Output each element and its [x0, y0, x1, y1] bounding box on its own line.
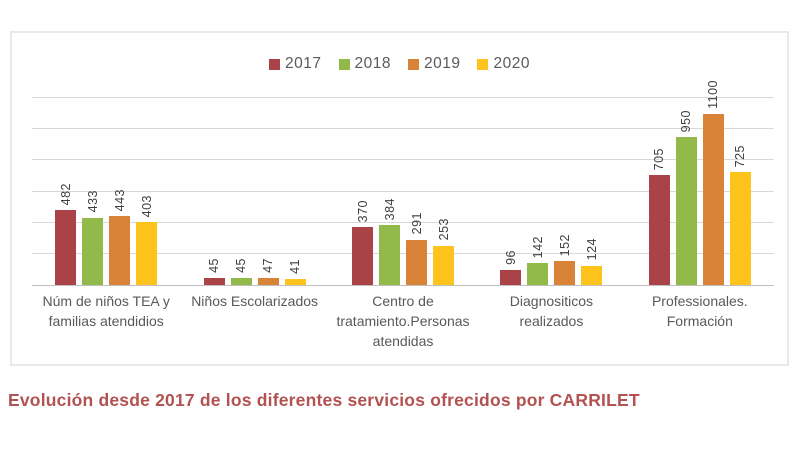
category-label-4: Diagnositicos realizados [509, 293, 594, 329]
bar-value-label: 433 [85, 190, 100, 213]
chart-frame: 2017 2018 2019 2020 482 45 370 96 705 433 45 384 14… [10, 31, 789, 366]
category-label-1: Núm de niños TEA y familias atendidios [42, 293, 170, 329]
category-label-2: Niños Escolarizados [191, 293, 319, 309]
bar-value-label: 45 [234, 258, 249, 273]
category-label-5: Professionales. Formación [651, 293, 748, 329]
bar-2018-cat2 [230, 278, 252, 285]
legend-swatch-icon [408, 58, 419, 70]
legend-label: 2020 [493, 55, 530, 72]
bar-2019-cat3 [406, 239, 427, 285]
bar-value-label: 370 [355, 199, 370, 223]
bar-2020-cat4 [581, 265, 603, 285]
bar-2020-cat5 [729, 172, 751, 285]
legend-swatch-icon [477, 58, 489, 70]
bar-2020-cat3 [433, 245, 454, 285]
bar-value-label: 41 [288, 258, 303, 274]
bar-2018-cat4 [527, 262, 549, 285]
gridline-600 [32, 190, 774, 192]
legend-label: 2019 [424, 55, 461, 72]
legend-swatch-icon [269, 58, 281, 70]
x-axis-line [32, 285, 774, 286]
plot-area: 482 45 370 96 705 433 45 384 142 950 443 47 291 152 11… [32, 80, 774, 286]
legend-item-2019: 2019 [408, 55, 460, 73]
legend-label: 2018 [354, 55, 391, 72]
bar-value-label: 705 [652, 147, 667, 171]
legend-item-2017: 2017 [269, 55, 321, 73]
bar-2018-cat1 [82, 217, 104, 285]
bar-2017-cat1 [55, 209, 77, 285]
legend-item-2020: 2020 [477, 55, 529, 73]
category-label-3: Centro de tratamiento.Personas atendidas [336, 293, 470, 349]
bar-value-label: 152 [557, 233, 572, 257]
bar-2020-cat2 [284, 278, 306, 285]
category-axis: Núm de niños TEA y familias atendidios Ni… [32, 292, 774, 352]
bar-value-label: 96 [503, 250, 518, 266]
bar-value-label: 142 [530, 235, 545, 258]
bar-value-label: 403 [139, 194, 154, 218]
bar-value-label: 725 [733, 144, 748, 168]
bar-value-label: 47 [261, 257, 276, 273]
bar-2019-cat5 [702, 113, 724, 285]
legend-label: 2017 [285, 55, 322, 72]
gridline-200 [32, 252, 774, 254]
bar-value-label: 253 [436, 218, 451, 241]
bar-2017-cat4 [500, 270, 522, 285]
bar-2020-cat1 [136, 222, 158, 285]
chart-title: Evolución desde 2017 de los diferentes s… [8, 390, 640, 410]
bar-value-label: 1100 [706, 79, 721, 109]
gridline-400 [32, 221, 774, 223]
bar-value-label: 124 [584, 238, 599, 261]
legend-item-2018: 2018 [338, 55, 391, 73]
bar-2017-cat5 [648, 175, 670, 285]
bar-2019-cat4 [554, 261, 576, 285]
legend-swatch-icon [338, 58, 350, 70]
bar-value-label: 950 [679, 109, 694, 132]
bar-2017-cat2 [203, 278, 225, 285]
bar-value-label: 291 [409, 212, 424, 235]
bar-2018-cat3 [379, 225, 400, 285]
gridline-800 [32, 159, 774, 161]
bar-value-label: 45 [207, 258, 222, 273]
legend: 2017 2018 2019 2020 [12, 55, 787, 73]
bar-value-label: 443 [112, 188, 127, 211]
gridline-1200 [32, 97, 774, 98]
bar-2017-cat3 [352, 227, 373, 285]
bar-value-label: 384 [382, 197, 397, 221]
bar-2019-cat1 [109, 215, 131, 285]
bar-2018-cat5 [675, 136, 697, 285]
bar-value-label: 482 [58, 182, 73, 205]
bar-2019-cat2 [257, 277, 279, 285]
gridline-1000 [32, 128, 774, 130]
